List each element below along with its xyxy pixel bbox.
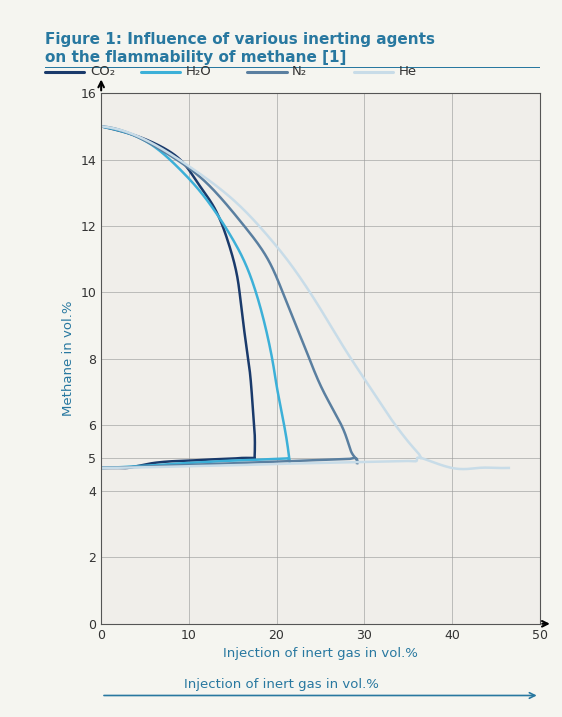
- Text: Injection of inert gas in vol.%: Injection of inert gas in vol.%: [184, 678, 378, 691]
- Text: on the flammability of methane [1]: on the flammability of methane [1]: [45, 50, 346, 65]
- Text: He: He: [399, 65, 417, 78]
- Text: CO₂: CO₂: [90, 65, 115, 78]
- Text: N₂: N₂: [292, 65, 307, 78]
- Y-axis label: Methane in vol.%: Methane in vol.%: [62, 300, 75, 417]
- X-axis label: Injection of inert gas in vol.%: Injection of inert gas in vol.%: [223, 647, 418, 660]
- Text: H₂O: H₂O: [185, 65, 211, 78]
- Text: Figure 1: Influence of various inerting agents: Figure 1: Influence of various inerting …: [45, 32, 435, 47]
